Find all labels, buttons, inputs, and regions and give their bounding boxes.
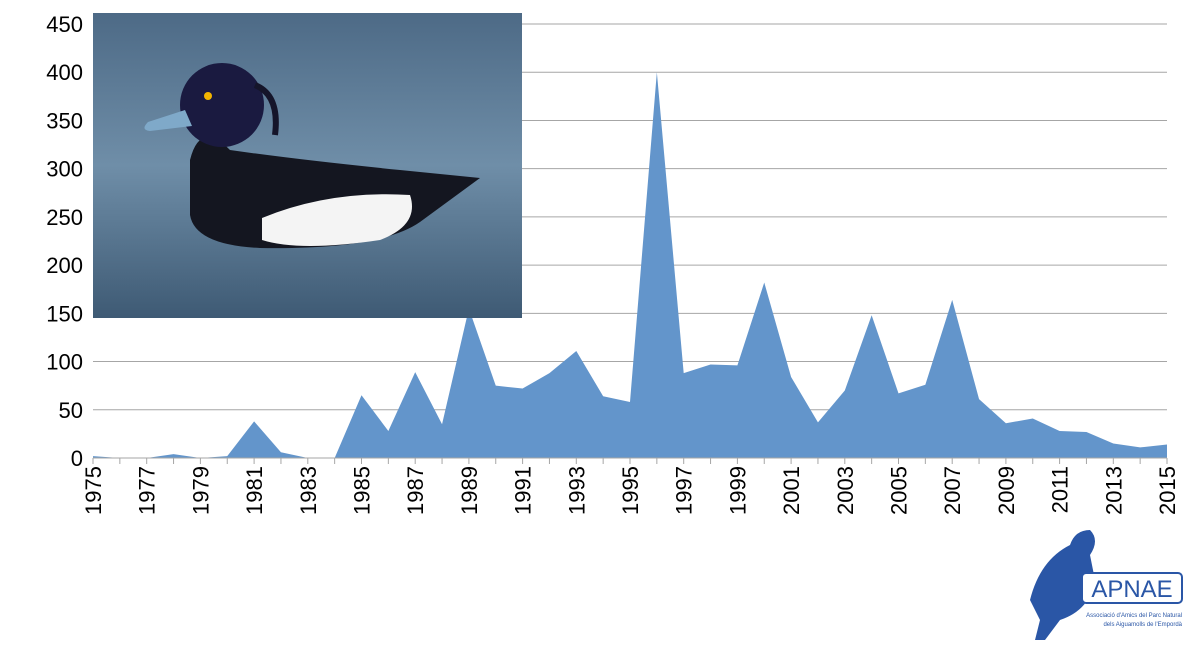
logo-line: dels Aiguamolls de l'Empordà [1103,622,1182,628]
y-tick-label: 350 [46,108,83,133]
logo-name: APNAE [1091,576,1172,603]
logo-line: Associació d'Amics del Parc Natural [1086,613,1182,619]
x-tick-label: 2005 [887,466,912,515]
x-tick-label: 1977 [135,466,160,515]
x-tick-label: 1987 [403,466,428,515]
x-tick-label: 2001 [779,466,804,515]
x-tick-label: 1993 [564,466,589,515]
y-tick-label: 250 [46,205,83,230]
x-tick-label: 1991 [511,466,536,515]
y-tick-label: 150 [46,301,83,326]
logo: APNAE Associació d'Amics del Parc Natura… [1030,530,1183,640]
x-tick-label: 1999 [725,466,750,515]
x-tick-label: 2011 [1048,466,1073,513]
x-tick-label: 2009 [994,466,1019,515]
x-tick-label: 1975 [81,466,106,515]
y-tick-label: 400 [46,60,83,85]
x-tick-label: 2015 [1155,466,1180,515]
y-tick-label: 50 [59,398,83,423]
x-tick-label: 1981 [242,466,267,515]
duck-photo [93,13,522,318]
x-tick-label: 2007 [940,466,965,515]
y-tick-label: 100 [46,350,83,375]
y-tick-label: 0 [71,446,83,471]
y-tick-label: 300 [46,157,83,182]
y-tick-label: 200 [46,253,83,278]
x-tick-label: 2003 [833,466,858,515]
x-tick-label: 1995 [618,466,643,515]
y-tick-label: 450 [46,12,83,37]
x-tick-label: 1985 [350,466,375,515]
x-tick-label: 1983 [296,466,321,515]
x-tick-label: 1979 [188,466,213,515]
x-tick-label: 1989 [457,466,482,515]
x-tick-label: 1997 [672,466,697,515]
x-tick-label: 2013 [1101,466,1126,515]
